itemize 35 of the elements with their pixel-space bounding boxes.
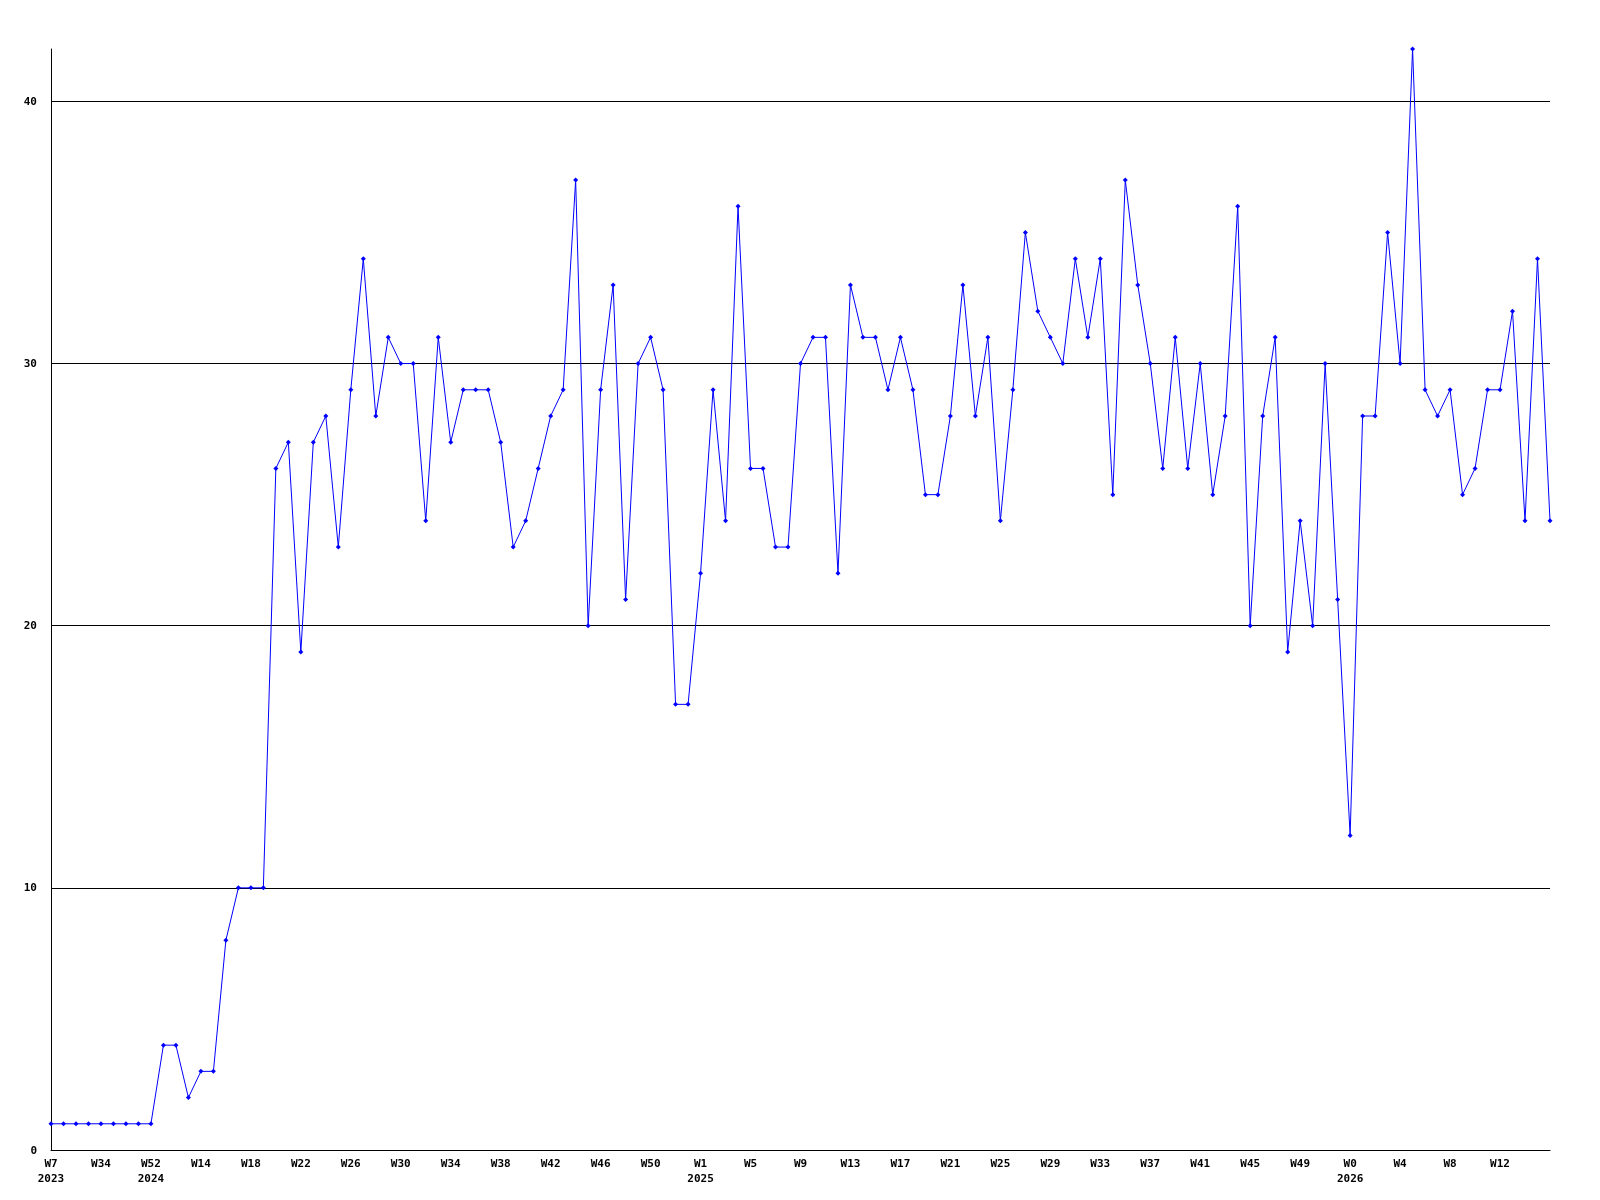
- x-tick-label: W0 2026: [1336, 1157, 1364, 1185]
- x-tick-label: W37: [1140, 1157, 1161, 1170]
- y-tick-label: 40: [23, 94, 37, 108]
- x-tick-label: W4: [1393, 1157, 1408, 1170]
- x-tick-label: W26: [340, 1157, 362, 1170]
- x-tick-label: W52 2024: [137, 1157, 165, 1185]
- y-tick-label: 0: [30, 1143, 37, 1157]
- x-tick-label: W38: [490, 1157, 511, 1170]
- x-tick-label: W12: [1490, 1157, 1510, 1170]
- y-tick-label: 30: [23, 357, 37, 371]
- x-tick-label: W18: [240, 1157, 261, 1170]
- x-tick-label: W9: [793, 1157, 808, 1170]
- x-tick-label: W49: [1290, 1157, 1311, 1170]
- x-tick-label: W30: [390, 1157, 411, 1170]
- x-tick-label: W7 2023: [37, 1157, 65, 1185]
- x-tick-label: W1 2025: [687, 1157, 714, 1185]
- x-tick-label: W46: [590, 1157, 611, 1170]
- x-tick-label: W50: [640, 1157, 661, 1170]
- x-tick-label: W21: [940, 1157, 961, 1170]
- x-tick-label: W17: [890, 1157, 911, 1170]
- x-tick-label: W5: [743, 1157, 758, 1170]
- x-tick-label: W34: [440, 1157, 462, 1170]
- x-tick-label: W14: [190, 1157, 212, 1170]
- x-tick-label: W34: [91, 1157, 112, 1170]
- x-tick-label: W13: [840, 1157, 861, 1170]
- x-tick-label: W8: [1443, 1157, 1457, 1170]
- x-tick-label: W25: [990, 1157, 1011, 1170]
- x-tick-label: W41: [1190, 1157, 1211, 1170]
- y-tick-label: 20: [23, 619, 37, 633]
- x-tick-label: W45: [1240, 1157, 1261, 1170]
- x-tick-label: W42: [540, 1157, 561, 1170]
- x-tick-label: W33: [1090, 1157, 1111, 1170]
- x-tick-label: W29: [1040, 1157, 1061, 1170]
- x-tick-label: W22: [290, 1157, 311, 1170]
- y-tick-label: 10: [23, 881, 37, 895]
